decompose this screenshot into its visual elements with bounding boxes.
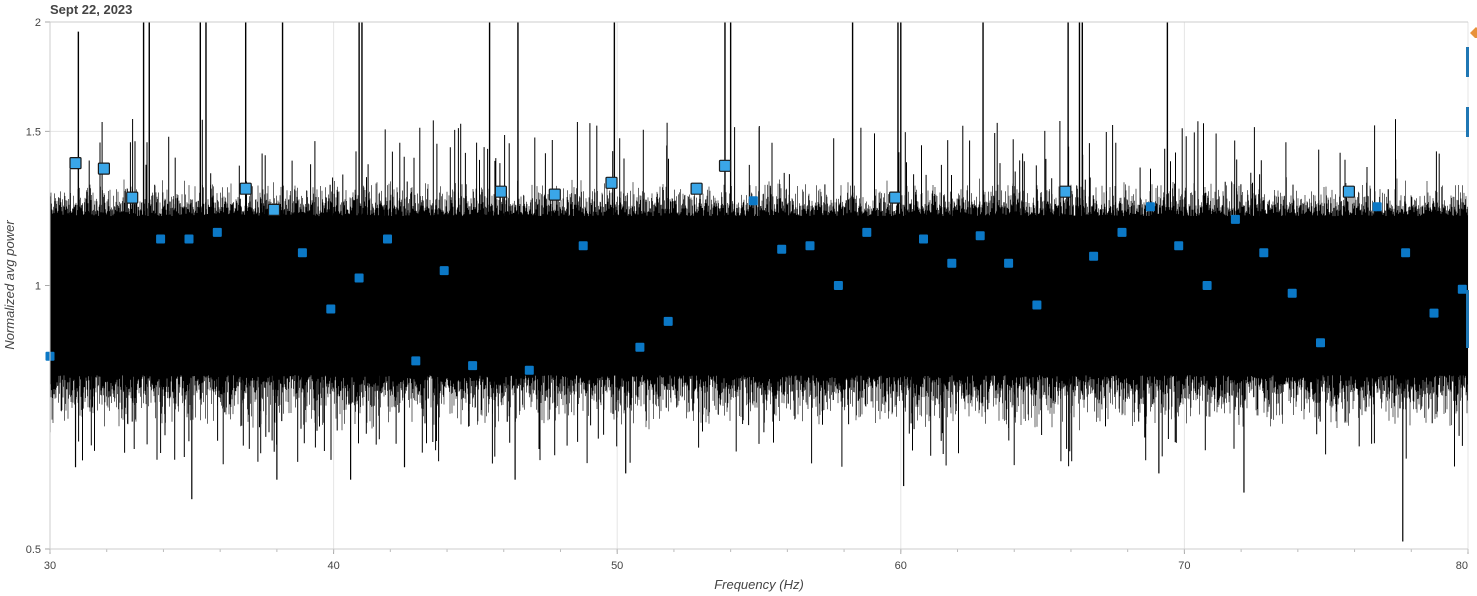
y-tick-label: 1.5 — [26, 126, 41, 138]
chart-title: Sept 22, 2023 — [50, 2, 133, 17]
bokeh-logo-icon[interactable] — [1470, 26, 1477, 38]
marker-point — [156, 234, 166, 244]
marker-point — [605, 176, 618, 189]
marker-point — [297, 248, 307, 258]
marker-point — [383, 234, 392, 244]
x-tick-label: 80 — [1456, 560, 1468, 572]
marker-point — [1457, 284, 1467, 294]
marker-point — [354, 273, 364, 283]
marker-point — [1342, 185, 1356, 198]
marker-point — [975, 231, 985, 241]
marker-point — [1032, 300, 1042, 310]
y-tick-label: 1 — [35, 281, 41, 293]
marker-point — [326, 304, 336, 314]
x-axis-title: Frequency (Hz) — [714, 577, 804, 592]
marker-point — [184, 234, 194, 244]
marker-point — [212, 227, 222, 237]
x-tick-label: 60 — [895, 560, 907, 572]
marker-point — [1401, 248, 1411, 258]
spectrum-excursions — [50, 119, 1463, 467]
marker-point — [69, 157, 82, 170]
marker-point — [1202, 281, 1212, 290]
y-tick-label: 0.5 — [26, 544, 41, 556]
marker-point — [1429, 308, 1439, 318]
marker-point — [1117, 227, 1127, 237]
marker-point — [578, 241, 588, 251]
marker-point — [1145, 202, 1155, 212]
spectrum-series — [50, 22, 1468, 542]
marker-point — [468, 361, 478, 371]
marker-point — [635, 342, 645, 352]
marker-point — [1287, 288, 1297, 298]
reset-tool-icon[interactable] — [1466, 290, 1469, 348]
marker-point — [805, 241, 815, 251]
marker-point — [267, 203, 281, 216]
marker-point — [690, 182, 703, 195]
marker-point — [1174, 241, 1184, 251]
marker-point — [439, 266, 449, 276]
marker-point — [1059, 185, 1072, 198]
wheel-zoom-tool-icon[interactable] — [1466, 107, 1469, 137]
spectrum-envelope — [50, 178, 1468, 431]
marker-point — [411, 356, 421, 366]
marker-point — [862, 227, 872, 237]
x-tick-label: 70 — [1178, 560, 1190, 572]
marker-point — [663, 316, 673, 326]
pan-tool-icon[interactable] — [1466, 47, 1469, 77]
y-tick-label: 2 — [35, 17, 41, 29]
marker-point — [947, 258, 957, 268]
marker-point — [777, 244, 787, 254]
marker-point — [1259, 248, 1269, 258]
marker-point — [97, 162, 111, 175]
marker-point — [888, 191, 902, 204]
marker-point — [718, 159, 732, 172]
x-tick-label: 50 — [611, 560, 623, 572]
y-axis-title: Normalized avg power — [2, 220, 17, 350]
marker-point — [833, 281, 843, 290]
marker-point — [548, 188, 561, 201]
marker-point — [126, 191, 139, 204]
marker-point — [1004, 258, 1014, 268]
marker-point — [239, 182, 252, 195]
marker-point — [1089, 251, 1099, 261]
x-tick-label: 40 — [327, 560, 339, 572]
x-tick-label: 30 — [44, 560, 56, 572]
marker-series — [45, 157, 1467, 375]
marker-point — [1316, 338, 1325, 348]
marker-point — [748, 196, 758, 206]
marker-point — [494, 185, 507, 198]
marker-point — [1372, 202, 1382, 212]
marker-point — [524, 365, 534, 375]
marker-point — [1230, 214, 1240, 224]
marker-point — [919, 234, 928, 244]
axes: 30 40 50 60 70 80 0.5 1 1.5 2 — [26, 17, 1469, 572]
